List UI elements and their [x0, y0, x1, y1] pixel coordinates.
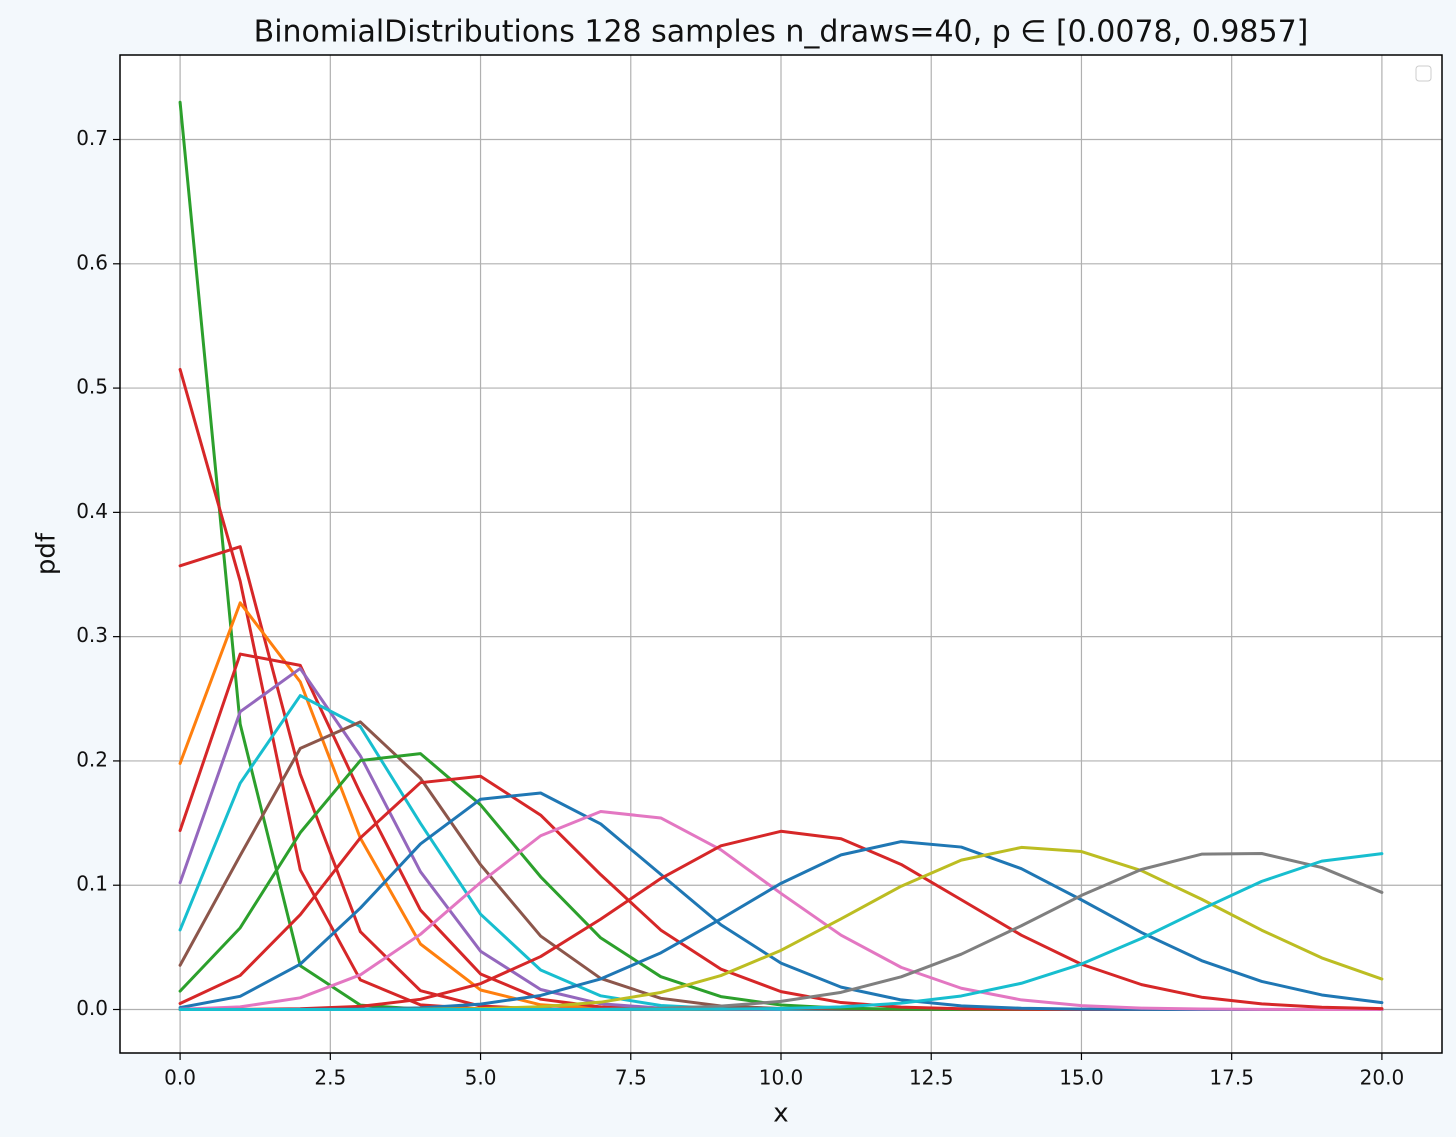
x-tick-label: 20.0 — [1360, 1066, 1405, 1090]
x-tick-label: 17.5 — [1209, 1066, 1254, 1090]
series-line — [178, 852, 1384, 1011]
x-tick-label: 5.0 — [465, 1066, 497, 1090]
series-line — [178, 810, 1384, 1011]
y-tick-label: 0.5 — [76, 375, 108, 399]
chart-title: BinomialDistributions 128 samples n_draw… — [254, 15, 1309, 50]
lines — [178, 100, 1384, 1011]
y-tick-label: 0.4 — [76, 499, 108, 523]
x-tick-label: 15.0 — [1059, 1066, 1104, 1090]
y-tick-label: 0.3 — [76, 623, 108, 647]
x-tick-label: 0.0 — [164, 1066, 196, 1090]
y-tick-label: 0.2 — [76, 747, 108, 771]
ticks: 0.0 2.5 5.0 7.5 10.0 12.5 15.0 17.5 20.0 0.0 0.1 0.… — [76, 126, 1404, 1089]
x-tick-label: 12.5 — [909, 1066, 954, 1090]
series-line — [178, 829, 1384, 1011]
x-axis-label: x — [773, 1099, 788, 1129]
y-tick-label: 0.1 — [76, 872, 108, 896]
y-axis-label: pdf — [32, 532, 62, 575]
x-tick-label: 10.0 — [759, 1066, 804, 1090]
x-tick-label: 2.5 — [314, 1066, 346, 1090]
legend-box — [1415, 65, 1432, 82]
y-tick-label: 0.0 — [76, 996, 108, 1020]
y-tick-label: 0.7 — [76, 126, 108, 150]
x-tick-label: 7.5 — [615, 1066, 647, 1090]
y-tick-label: 0.6 — [76, 250, 108, 274]
